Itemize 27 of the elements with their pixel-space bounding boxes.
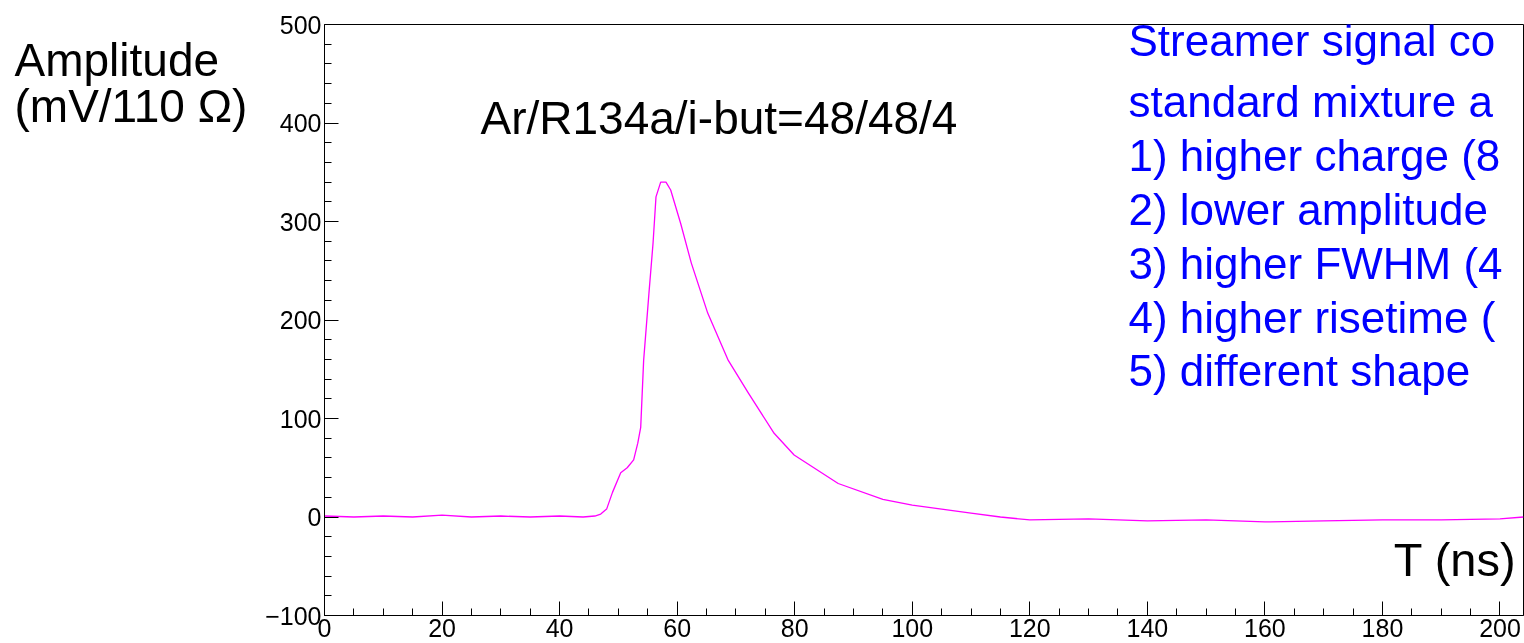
x-tick-label: 60 xyxy=(663,613,692,642)
annotation: 1) higher charge (8 xyxy=(1128,131,1501,180)
annotation: 3) higher FWHM (4 xyxy=(1128,239,1503,288)
annotation: Ar/R134a/i-but=48/48/4 xyxy=(480,91,958,144)
x-tick-label: 80 xyxy=(780,613,809,642)
x-tick-label: 180 xyxy=(1361,613,1404,642)
x-tick-label: 140 xyxy=(1126,613,1169,642)
annotation: 4) higher risetime ( xyxy=(1128,293,1496,342)
x-axis-title: T (ns) xyxy=(1393,532,1516,586)
x-tick-label: 20 xyxy=(428,613,456,642)
y-tick-label: 400 xyxy=(279,109,322,137)
x-tick-label: 120 xyxy=(1008,613,1051,642)
annotation: standard mixture a xyxy=(1128,77,1494,126)
x-tick-label: 100 xyxy=(891,613,934,642)
y-axis-title: Amplitude (mV/110 Ω) xyxy=(14,33,248,132)
x-tick-label: 40 xyxy=(545,613,574,642)
y-tick-label: 300 xyxy=(279,207,322,236)
y-tick-label: 500 xyxy=(279,10,322,39)
y-tick-label: 100 xyxy=(279,404,322,433)
x-tick-label: 160 xyxy=(1244,613,1286,642)
y-tick-label: 200 xyxy=(279,306,322,334)
annotation: 5) different shape xyxy=(1128,346,1471,395)
annotation: 2) lower amplitude xyxy=(1128,185,1488,234)
line-series xyxy=(324,181,1524,523)
y-tick-label: 0 xyxy=(307,503,322,531)
annotation: Streamer signal co xyxy=(1128,16,1496,65)
x-tick-label: 200 xyxy=(1479,613,1521,642)
